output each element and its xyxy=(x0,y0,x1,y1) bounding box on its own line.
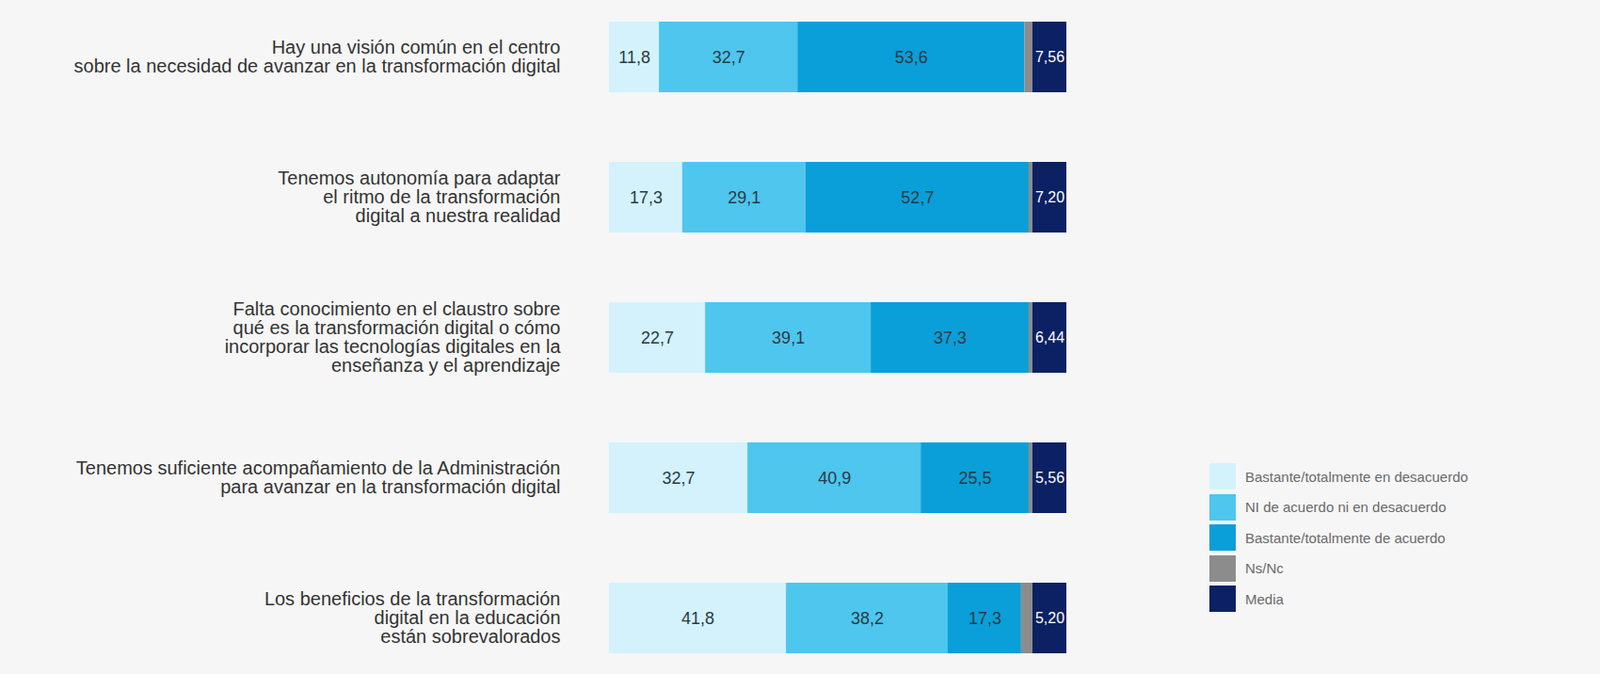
html-text:NI de acuerdo ni en desacuerdo: NI de acuerdo ni en desacuerdo xyxy=(1245,499,1447,516)
svg-text:17,3: 17,3 xyxy=(968,608,1002,628)
svg-text:52,7: 52,7 xyxy=(900,188,934,208)
svg-text:5,20: 5,20 xyxy=(1035,609,1065,626)
svg-text:32,7: 32,7 xyxy=(712,48,746,67)
svg-text:17,3: 17,3 xyxy=(629,188,663,208)
svg-text:11,8: 11,8 xyxy=(618,48,651,67)
svg-text:6,44: 6,44 xyxy=(1035,329,1065,346)
html-text:Bastante/totalmente de acuerdo: Bastante/totalmente de acuerdo xyxy=(1245,529,1446,546)
svg-text:22,7: 22,7 xyxy=(640,328,674,348)
html-text:Ns/Nc: Ns/Nc xyxy=(1245,560,1284,577)
svg-text:40,9: 40,9 xyxy=(817,468,851,488)
svg-text:37,3: 37,3 xyxy=(933,328,967,348)
svg-text:32,7: 32,7 xyxy=(662,468,696,488)
svg-text:Los beneficios de la transform: Los beneficios de la transformacióndigit… xyxy=(264,588,561,647)
svg-text:29,1: 29,1 xyxy=(727,188,761,208)
svg-text:Hay una visión común en el cen: Hay una visión común en el centrosobre l… xyxy=(74,36,561,77)
svg-text:41,8: 41,8 xyxy=(681,608,715,628)
svg-text:53,6: 53,6 xyxy=(895,48,928,67)
svg-text:38,2: 38,2 xyxy=(850,608,884,628)
svg-text:39,1: 39,1 xyxy=(771,328,805,348)
html-text:Bastante/totalmente en desacue: Bastante/totalmente en desacuerdo xyxy=(1245,468,1469,485)
svg-text:25,5: 25,5 xyxy=(959,468,992,488)
svg-text:7,56: 7,56 xyxy=(1035,48,1065,65)
svg-text:Tenemos autonomía para adaptar: Tenemos autonomía para adaptarel ritmo d… xyxy=(277,167,561,226)
html-text:Media: Media xyxy=(1245,590,1284,607)
svg-text:7,20: 7,20 xyxy=(1035,189,1065,206)
svg-text:5,56: 5,56 xyxy=(1035,469,1065,486)
svg-text:Falta conocimiento en el claus: Falta conocimiento en el claustro sobreq… xyxy=(224,298,562,376)
svg-text:Tenemos suficiente acompañamie: Tenemos suficiente acompañamiento de la … xyxy=(76,457,561,497)
